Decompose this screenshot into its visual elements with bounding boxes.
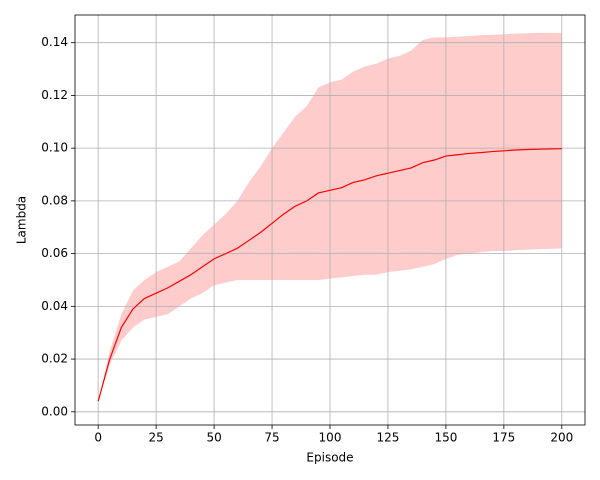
y-tick-label: 0.12 <box>41 88 68 102</box>
y-axis-label: Lambda <box>15 196 29 244</box>
y-tick-label: 0.14 <box>41 35 68 49</box>
x-tick-label: 25 <box>148 431 163 445</box>
y-tick-label: 0.04 <box>41 299 68 313</box>
x-tick-label: 75 <box>264 431 279 445</box>
x-tick-label: 150 <box>434 431 457 445</box>
y-tick-label: 0.00 <box>41 404 68 418</box>
x-axis-label: Episode <box>306 451 353 465</box>
x-tick-label: 125 <box>377 431 400 445</box>
x-tick-label: 200 <box>550 431 573 445</box>
x-tick-label: 50 <box>206 431 221 445</box>
x-tick-label: 0 <box>94 431 102 445</box>
y-tick-label: 0.08 <box>41 193 68 207</box>
y-tick-label: 0.06 <box>41 246 68 260</box>
y-tick-label: 0.02 <box>41 352 68 366</box>
mean-line <box>97 148 562 402</box>
y-tick-label: 0.10 <box>41 141 68 155</box>
x-tick-label: 175 <box>492 431 515 445</box>
x-tick-label: 100 <box>319 431 342 445</box>
